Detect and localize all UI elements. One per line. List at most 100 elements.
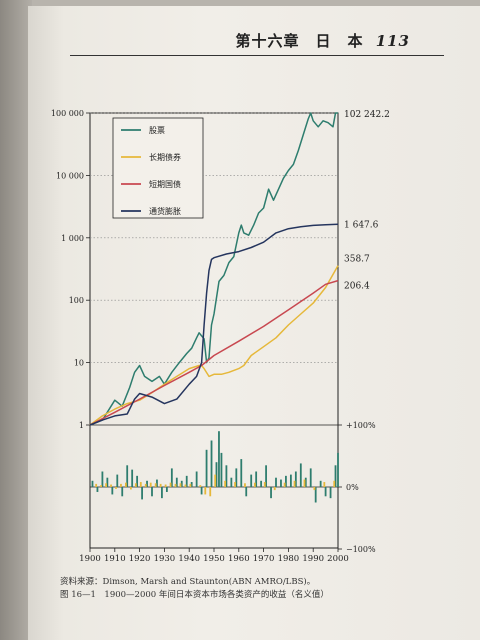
return-bar-股票	[170, 468, 173, 487]
x-tick-label: 1910	[104, 554, 126, 564]
return-bar-股票	[280, 479, 282, 487]
return-bar-长期债券	[129, 487, 132, 490]
return-bar-长期债券	[184, 484, 187, 487]
return-bar-股票	[275, 477, 277, 487]
return-bar-股票	[136, 475, 139, 487]
return-bar-股票	[260, 480, 263, 487]
legend-label: 短期国债	[149, 179, 181, 189]
return-bar-股票	[210, 440, 213, 487]
return-bar-长期债券	[134, 483, 137, 487]
y-tick-label: 100	[69, 296, 84, 305]
return-bar-股票	[334, 465, 337, 487]
end-value-label: 1 647.6	[344, 220, 379, 230]
y-tick-label: 10	[74, 359, 84, 368]
return-bar-股票	[309, 468, 312, 487]
return-bar-股票	[195, 471, 198, 487]
return-bar-长期债券	[209, 487, 212, 497]
legend-box	[112, 117, 204, 219]
return-bar-股票	[304, 477, 307, 487]
return-bar-长期债券	[174, 483, 177, 487]
return-bar-长期债券	[283, 482, 286, 487]
y-tick-label: 10 000	[56, 171, 84, 180]
return-bar-股票	[265, 465, 267, 487]
return-bar-股票	[250, 474, 253, 487]
return-bar-股票	[101, 471, 104, 487]
y-tick-label: 1	[79, 421, 84, 430]
x-tick-label: 1930	[154, 554, 176, 564]
return-bar-长期债券	[273, 487, 276, 491]
return-bar-股票	[215, 462, 218, 487]
x-tick-label: 2000	[327, 554, 349, 564]
y-tick-label: 1 000	[61, 234, 84, 243]
return-bar-长期债券	[244, 483, 246, 487]
return-bar-长期债券	[179, 483, 182, 487]
return-bar-股票	[255, 471, 258, 487]
return-bar-股票	[126, 465, 129, 487]
return-bar-长期债券	[253, 482, 256, 487]
return-bar-长期债券	[189, 483, 192, 487]
x-tick-label: 1940	[178, 554, 200, 564]
return-bar-股票	[156, 479, 158, 487]
book-page	[28, 6, 480, 640]
book-spine	[0, 0, 32, 640]
return-bar-长期债券	[303, 479, 306, 487]
return-bar-股票	[270, 487, 272, 499]
return-tick-label: 0%	[346, 483, 359, 492]
return-bar-股票	[285, 475, 287, 487]
page-number: 113	[375, 32, 410, 50]
return-bar-长期债券	[115, 487, 117, 489]
return-bar-股票	[116, 474, 119, 487]
return-bar-股票	[225, 465, 228, 487]
return-bar-长期债券	[263, 482, 266, 487]
series-line-长期债券	[89, 265, 339, 426]
figure-caption: 图 16—1 1900—2000 年间日本资本市场各类资产的收益（名义值）	[60, 590, 329, 600]
return-bar-股票	[131, 469, 134, 487]
return-bar-股票	[289, 474, 292, 487]
return-bar-股票	[329, 487, 332, 499]
return-bar-股票	[151, 487, 153, 497]
return-bar-股票	[245, 487, 248, 497]
return-bar-长期债券	[120, 483, 122, 487]
x-tick-label: 1990	[302, 554, 324, 564]
x-tick-label: 1900	[79, 554, 101, 564]
return-bar-长期债券	[125, 482, 127, 487]
return-bar-股票	[235, 468, 238, 487]
return-bar-长期债券	[333, 480, 336, 487]
return-bar-长期债券	[154, 483, 157, 487]
legend-label: 股票	[149, 126, 165, 135]
x-tick-label: 1960	[228, 554, 250, 564]
header-rule	[70, 55, 444, 56]
return-bar-长期债券	[105, 483, 107, 487]
return-bar-股票	[337, 452, 339, 487]
return-bar-长期债券	[169, 482, 172, 487]
series-line-股票	[89, 112, 338, 426]
return-bar-股票	[200, 487, 203, 495]
return-tick-label: −100%	[346, 545, 376, 554]
end-value-label: 102 242.2	[344, 110, 390, 120]
return-bar-股票	[185, 475, 188, 487]
return-bar-股票	[324, 487, 327, 497]
return-bar-股票	[121, 487, 124, 497]
page-header: 第十六章 日 本 113	[235, 30, 410, 51]
x-tick-label: 1920	[129, 554, 151, 564]
return-bar-股票	[205, 449, 208, 487]
legend-label: 通货膨胀	[149, 206, 181, 216]
return-bar-股票	[218, 431, 220, 487]
series-line-通货膨胀	[89, 223, 339, 426]
return-bar-长期债券	[139, 482, 142, 487]
return-bar-长期债券	[214, 474, 217, 487]
return-bar-长期债券	[199, 485, 202, 487]
return-bar-长期债券	[100, 485, 103, 487]
return-bar-股票	[240, 459, 243, 487]
legend-label: 长期债券	[149, 152, 181, 162]
return-bar-长期债券	[224, 480, 227, 487]
return-bar-长期债券	[110, 484, 112, 487]
source-note: 资料来源：Dimson, Marsh and Staunton(ABN AMRO…	[60, 577, 316, 587]
return-tick-label: +100%	[346, 421, 376, 430]
return-bar-股票	[165, 487, 168, 492]
return-bar-股票	[319, 480, 322, 487]
return-bar-股票	[91, 480, 94, 487]
return-bar-长期债券	[149, 482, 152, 487]
return-bar-长期债券	[159, 483, 162, 487]
